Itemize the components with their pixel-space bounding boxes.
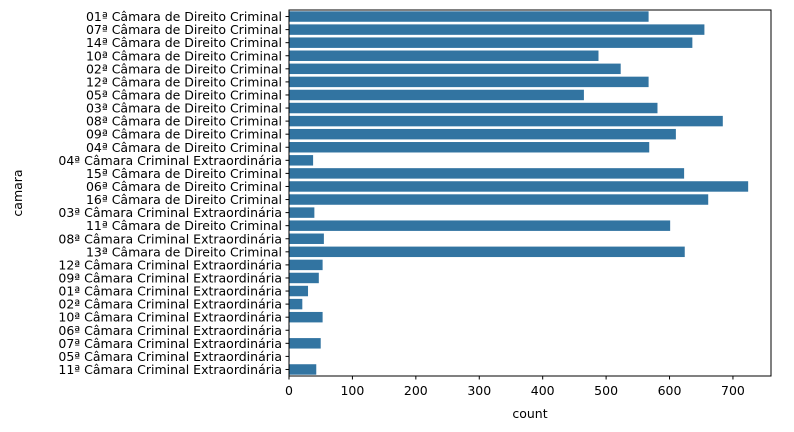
x-tick-label: 400 <box>531 383 555 398</box>
bar <box>289 115 723 127</box>
y-tick-label: 11ª Câmara Criminal Extraordinária <box>58 362 282 377</box>
y-tick-label: 15ª Câmara de Direito Criminal <box>86 166 282 181</box>
y-tick-label: 02ª Câmara Criminal Extraordinária <box>58 297 282 312</box>
y-tick-label: 10ª Câmara de Direito Criminal <box>86 48 282 63</box>
y-tick-label: 16ª Câmara de Direito Criminal <box>86 192 282 207</box>
y-tick-label: 08ª Câmara de Direito Criminal <box>86 114 282 129</box>
y-tick-label: 04ª Câmara de Direito Criminal <box>86 140 282 155</box>
bar <box>289 272 319 284</box>
bars-group <box>289 11 749 375</box>
y-tick-label: 11ª Câmara de Direito Criminal <box>86 218 282 233</box>
bar <box>289 233 324 244</box>
y-axis-label: camara <box>10 169 25 216</box>
bar <box>289 168 685 179</box>
bar <box>289 76 649 88</box>
bar <box>289 181 749 192</box>
bar <box>289 364 317 375</box>
bar <box>289 220 671 231</box>
y-tick-label: 02ª Câmara de Direito Criminal <box>86 61 282 76</box>
x-tick-label: 0 <box>285 383 293 398</box>
bar <box>289 338 321 349</box>
x-tick-label: 500 <box>594 383 618 398</box>
bar <box>289 246 685 258</box>
bar <box>289 24 705 35</box>
bar <box>289 298 303 310</box>
bar <box>289 11 649 22</box>
x-tick-label: 300 <box>467 383 491 398</box>
y-tick-label: 03ª Câmara de Direito Criminal <box>86 101 282 116</box>
y-tick-label: 03ª Câmara Criminal Extraordinária <box>58 205 282 220</box>
y-tick-label: 06ª Câmara Criminal Extraordinária <box>58 323 282 338</box>
x-tick-label: 100 <box>340 383 364 398</box>
y-tick-label: 05ª Câmara de Direito Criminal <box>86 87 282 102</box>
y-tick-label: 12ª Câmara de Direito Criminal <box>86 74 282 89</box>
y-tick-label: 08ª Câmara Criminal Extraordinária <box>58 231 282 246</box>
y-tick-label: 07ª Câmara de Direito Criminal <box>86 22 282 37</box>
bar <box>289 128 676 140</box>
bar <box>289 37 693 48</box>
y-tick-label: 12ª Câmara Criminal Extraordinária <box>58 257 282 272</box>
y-tick-label: 01ª Câmara Criminal Extraordinária <box>58 284 282 299</box>
x-axis-label: count <box>512 406 547 421</box>
y-tick-label: 01ª Câmara de Direito Criminal <box>86 9 282 24</box>
x-tick-label: 600 <box>658 383 682 398</box>
bar <box>289 194 709 205</box>
y-tick-label: 07ª Câmara Criminal Extraordinária <box>58 336 282 351</box>
bar <box>289 285 309 297</box>
y-tick-label: 09ª Câmara Criminal Extraordinária <box>58 270 282 285</box>
bar <box>289 311 323 323</box>
y-tick-label: 05ª Câmara Criminal Extraordinária <box>58 349 282 364</box>
bar <box>289 102 658 114</box>
plot-frame <box>288 9 772 377</box>
y-tick-label: 14ª Câmara de Direito Criminal <box>86 35 282 50</box>
x-tick-labels: 0 100 200 300 400 500 600 700 <box>285 376 745 398</box>
bar <box>289 89 584 101</box>
y-tick-label: 09ª Câmara de Direito Criminal <box>86 127 282 142</box>
y-tick-label: 04ª Câmara Criminal Extraordinária <box>58 153 282 168</box>
bar <box>289 259 323 271</box>
bar <box>289 142 650 153</box>
bar <box>289 50 599 61</box>
y-tick-label: 06ª Câmara de Direito Criminal <box>86 179 282 194</box>
x-tick-label: 200 <box>404 383 428 398</box>
y-tick-label: 10ª Câmara Criminal Extraordinária <box>58 310 282 325</box>
bar <box>289 155 314 166</box>
x-tick-label: 700 <box>721 383 745 398</box>
y-tick-label: 13ª Câmara de Direito Criminal <box>86 244 282 259</box>
bar <box>289 63 621 75</box>
bar <box>289 207 315 218</box>
